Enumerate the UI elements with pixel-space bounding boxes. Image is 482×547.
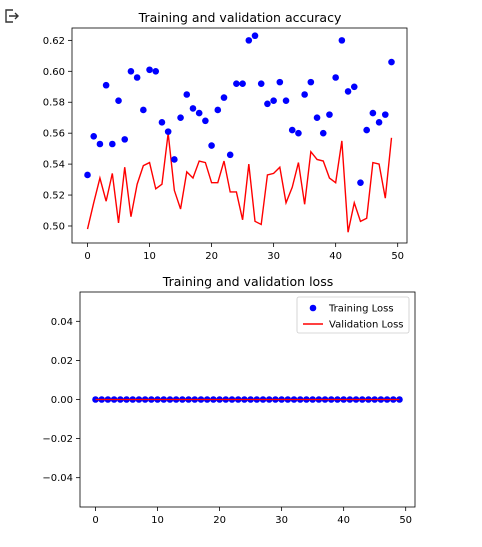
accuracy-y-tick-label: 0.52 [43,191,65,202]
accuracy-data-point [295,129,302,137]
accuracy-chart-title: Training and validation accuracy [138,10,342,25]
accuracy-data-point [195,109,203,117]
loss-chart-title: Training and validation loss [162,274,333,289]
accuracy-data-point [326,111,333,118]
loss-legend-label: Validation Loss [329,320,404,331]
accuracy-data-point [177,114,184,122]
accuracy-data-point [189,105,197,112]
accuracy-data-point [233,80,240,87]
accuracy-x-tick-label: 0 [84,251,90,262]
accuracy-data-point [357,179,364,186]
loss-x-tick-label: 0 [92,515,98,526]
accuracy-data-point [381,111,389,118]
loss-x-tick-label: 30 [275,515,288,526]
loss-x-tick-label: 10 [151,515,164,526]
accuracy-x-tick-label: 50 [391,251,404,262]
accuracy-x-tick-label: 40 [329,251,342,262]
accuracy-data-point [239,80,246,87]
accuracy-data-point [251,32,259,40]
accuracy-y-tick-label: 0.56 [43,129,65,140]
accuracy-data-point [127,68,135,75]
accuracy-x-tick-label: 30 [267,251,280,262]
accuracy-data-point [115,97,122,104]
accuracy-data-point [152,68,160,75]
accuracy-data-point [319,129,327,137]
loss-data-point [92,396,99,403]
loss-y-tick-label: 0.00 [51,395,73,406]
accuracy-data-point [344,88,352,95]
loss-y-tick-label: 0.02 [51,356,73,367]
accuracy-data-point [264,100,271,108]
accuracy-data-point [270,97,277,104]
accuracy-data-point [338,37,346,44]
accuracy-data-point [214,106,222,114]
accuracy-data-point [183,91,191,98]
accuracy-x-tick-label: 10 [143,251,156,262]
accuracy-data-point [350,83,358,91]
loss-legend: Training Loss Validation Loss [296,296,410,334]
accuracy-x-tick-label: 20 [205,251,218,262]
accuracy-data-point [121,136,129,143]
loss-y-tick-label: 0.04 [51,317,73,328]
accuracy-data-point [146,66,153,74]
loss-legend-box [296,296,410,334]
loss-y-tick-label: −0.04 [42,473,73,484]
accuracy-data-point [140,106,147,114]
accuracy-data-point [363,126,370,134]
accuracy-data-point [158,119,166,126]
accuracy-y-tick-label: 0.58 [43,98,65,109]
accuracy-data-point [388,58,395,66]
accuracy-data-point [245,37,253,44]
loss-data-point [396,396,403,403]
loss-y-tick-label: −0.02 [42,434,73,445]
loss-legend-label: Training Loss [328,304,394,315]
accuracy-data-point [226,151,234,159]
accuracy-y-tick-label: 0.54 [43,160,65,171]
accuracy-data-point [102,81,110,89]
accuracy-data-point [313,114,321,122]
loss-x-tick-label: 20 [213,515,226,526]
accuracy-data-point [282,97,290,104]
accuracy-data-point [84,171,91,179]
accuracy-data-point [171,156,178,163]
accuracy-data-point [109,140,116,148]
accuracy-series-line [86,133,393,233]
accuracy-y-tick-label: 0.62 [43,36,65,47]
accuracy-data-point [375,119,383,126]
accuracy-data-point [202,117,209,125]
accuracy-chart: Training and validation accuracy 0 10 20 30… [43,10,408,262]
accuracy-data-point [208,142,215,149]
accuracy-data-point [90,132,98,140]
accuracy-data-point [164,128,172,135]
loss-x-tick-label: 50 [399,515,412,526]
accuracy-data-point [369,109,377,117]
accuracy-data-point [133,74,141,81]
accuracy-data-point [332,74,339,81]
accuracy-data-point [220,94,228,101]
loss-chart: Training and validation loss 0 10 20 30 40 50… [42,274,416,526]
accuracy-data-point [257,80,265,87]
accuracy-data-point [288,126,296,134]
accuracy-data-point [96,140,104,148]
output-arrow-icon[interactable] [4,8,20,24]
accuracy-y-tick-label: 0.60 [43,67,65,78]
loss-x-tick-label: 40 [337,515,350,526]
accuracy-y-tick-label: 0.50 [43,221,65,232]
accuracy-data-point [276,78,284,86]
accuracy-axes-frame [71,27,408,244]
accuracy-data-point [301,91,308,98]
accuracy-data-point [307,78,315,86]
loss-legend-marker [309,304,317,312]
